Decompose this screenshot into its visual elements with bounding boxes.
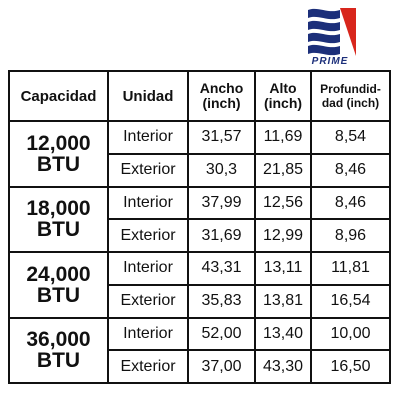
alto-cell: 43,30	[254, 349, 312, 384]
table-row: 36,000 BTU Interior 52,00 13,40 10,00	[8, 316, 391, 384]
unit-cell: Exterior	[107, 349, 189, 384]
header-ancho-line2: (inch)	[202, 95, 241, 111]
capacity-unit: BTU	[36, 152, 81, 176]
capacity-unit: BTU	[36, 349, 81, 373]
ancho-cell: 37,99	[187, 185, 256, 221]
capacity-cell: 12,000 BTU	[8, 120, 109, 188]
alto-cell: 13,81	[254, 283, 312, 319]
table-row: Exterior 31,69 12,99 8,96	[9, 218, 391, 253]
header-ancho-line1: Ancho	[199, 80, 244, 96]
header-profundidad-line2: dad (inch)	[321, 96, 380, 110]
header-alto-line1: Alto	[269, 80, 297, 96]
capacity-cell: 36,000 BTU	[8, 316, 109, 384]
table-row: Exterior 35,83 13,81 16,54	[9, 283, 391, 319]
profundidad-cell: 16,54	[310, 283, 391, 319]
profundidad-cell: 11,81	[310, 251, 391, 286]
capacity-cell: 24,000 BTU	[8, 251, 109, 319]
table-row: Exterior 37,00 43,30 16,50	[9, 349, 391, 384]
capacity-value: 24,000	[26, 262, 91, 286]
unit-cell: Exterior	[107, 283, 189, 319]
capacity-unit: BTU	[36, 283, 81, 307]
unit-cell: Exterior	[107, 152, 189, 188]
specs-table: Capacidad Unidad Ancho (inch) Alto (inch) …	[8, 70, 391, 384]
unit-cell: Exterior	[107, 218, 189, 253]
capacity-unit: BTU	[36, 218, 81, 242]
alto-cell: 13,11	[254, 251, 312, 286]
header-ancho: Ancho (inch)	[187, 70, 256, 122]
profundidad-cell: 8,54	[310, 120, 391, 155]
header-alto: Alto (inch)	[254, 70, 312, 122]
table-row: 24,000 BTU Interior 43,31 13,11 11,81	[8, 251, 391, 319]
profundidad-cell: 8,46	[310, 185, 391, 221]
ancho-cell: 35,83	[187, 283, 256, 319]
ancho-cell: 31,69	[187, 218, 256, 253]
alto-cell: 11,69	[254, 120, 312, 155]
ancho-cell: 31,57	[187, 120, 256, 155]
profundidad-cell: 8,46	[310, 152, 391, 188]
alto-cell: 21,85	[254, 152, 312, 188]
table-row: 18,000 BTU Interior 37,99 12,56 8,46	[8, 185, 391, 253]
profundidad-cell: 10,00	[310, 316, 391, 352]
unit-cell: Interior	[107, 316, 189, 352]
header-profundidad-line1: Profundid-	[320, 82, 381, 96]
table-row: 12,000 BTU Interior 31,57 11,69 8,54	[8, 120, 391, 188]
alto-cell: 12,56	[254, 185, 312, 221]
capacity-value: 12,000	[26, 131, 91, 155]
header-profundidad: Profundid-dad (inch)	[310, 70, 391, 122]
header-unidad: Unidad	[107, 70, 189, 122]
profundidad-cell: 16,50	[310, 349, 391, 384]
capacity-value: 36,000	[26, 328, 91, 352]
prime-logo-icon	[308, 8, 356, 56]
unit-cell: Interior	[107, 185, 189, 221]
alto-cell: 13,40	[254, 316, 312, 352]
ancho-cell: 37,00	[187, 349, 256, 384]
header-capacidad: Capacidad	[8, 70, 109, 122]
unit-cell: Interior	[107, 251, 189, 286]
header-row: Capacidad Unidad Ancho (inch) Alto (inch) …	[8, 70, 391, 122]
header-alto-line2: (inch)	[263, 95, 303, 111]
ancho-cell: 52,00	[187, 316, 256, 352]
ancho-cell: 43,31	[187, 251, 256, 286]
unit-cell: Interior	[107, 120, 189, 155]
alto-cell: 12,99	[254, 218, 312, 253]
brand-name: PRIME	[311, 56, 349, 67]
capacity-cell: 18,000 BTU	[8, 185, 109, 253]
table-row: Exterior 30,3 21,85 8,46	[9, 152, 391, 188]
ancho-cell: 30,3	[187, 152, 256, 188]
capacity-value: 18,000	[26, 197, 91, 221]
profundidad-cell: 8,96	[310, 218, 391, 253]
